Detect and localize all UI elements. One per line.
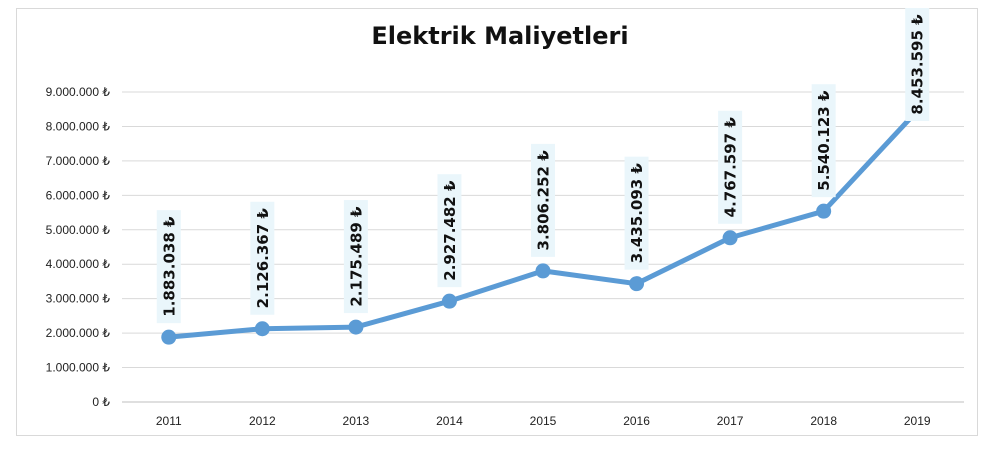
x-tick-label: 2019	[904, 414, 931, 428]
x-tick-label: 2018	[810, 414, 837, 428]
data-label-text: 5.540.123 ₺	[815, 90, 833, 191]
x-tick-label: 2016	[623, 414, 650, 428]
data-label-background	[905, 8, 930, 121]
y-tick-label: 6.000.000 ₺	[46, 188, 111, 202]
data-point	[441, 293, 457, 309]
data-label: 2.126.367 ₺	[250, 201, 275, 315]
x-tick-label: 2015	[530, 414, 557, 428]
data-label-background	[531, 143, 555, 257]
data-point	[722, 230, 738, 246]
y-tick-label: 2.000.000 ₺	[46, 326, 111, 340]
data-label-text: 4.767.597 ₺	[722, 117, 740, 218]
data-label-text: 2.927.482 ₺	[441, 180, 459, 281]
y-tick-label: 5.000.000 ₺	[46, 223, 111, 237]
data-label-text: 2.126.367 ₺	[254, 208, 272, 309]
data-label-text: 8.453.595 ₺	[909, 14, 927, 115]
data-label: 4.767.597 ₺	[718, 110, 743, 224]
y-tick-label: 3.000.000 ₺	[46, 292, 111, 306]
x-tick-label: 2013	[343, 414, 370, 428]
data-label-text: 3.435.093 ₺	[628, 163, 646, 264]
data-label: 8.453.595 ₺	[905, 8, 930, 121]
data-label-background	[811, 84, 836, 198]
data-label: 2.175.489 ₺	[343, 200, 368, 314]
data-label-background	[718, 110, 743, 224]
data-point	[629, 276, 645, 292]
data-point	[161, 329, 177, 345]
data-point	[816, 203, 832, 219]
y-tick-label: 4.000.000 ₺	[46, 257, 111, 271]
data-label-text: 2.175.489 ₺	[347, 206, 365, 307]
y-tick-label: 9.000.000 ₺	[46, 85, 111, 99]
data-label-text: 3.806.252 ₺	[535, 150, 553, 251]
data-point	[254, 321, 270, 337]
data-label-background	[156, 210, 181, 324]
data-label-background	[624, 156, 649, 270]
x-tick-label: 2014	[436, 414, 463, 428]
y-tick-label: 0 ₺	[92, 395, 110, 409]
data-label-background	[343, 200, 368, 314]
y-tick-label: 8.000.000 ₺	[46, 119, 111, 133]
data-label: 5.540.123 ₺	[811, 84, 836, 198]
data-label: 1.883.038 ₺	[156, 210, 181, 324]
data-label: 2.927.482 ₺	[437, 174, 462, 288]
data-point	[535, 263, 551, 279]
y-tick-label: 7.000.000 ₺	[46, 154, 111, 168]
x-tick-label: 2011	[156, 414, 182, 428]
x-tick-label: 2012	[249, 414, 276, 428]
data-label-background	[437, 174, 462, 288]
data-label-background	[250, 201, 275, 315]
data-label: 3.806.252 ₺	[531, 143, 555, 257]
x-tick-label: 2017	[717, 414, 744, 428]
data-point	[348, 319, 364, 335]
data-label: 3.435.093 ₺	[624, 156, 649, 270]
data-label-text: 1.883.038 ₺	[160, 216, 178, 317]
y-tick-label: 1.000.000 ₺	[46, 361, 111, 375]
chart-title: Elektrik Maliyetleri	[371, 22, 629, 50]
